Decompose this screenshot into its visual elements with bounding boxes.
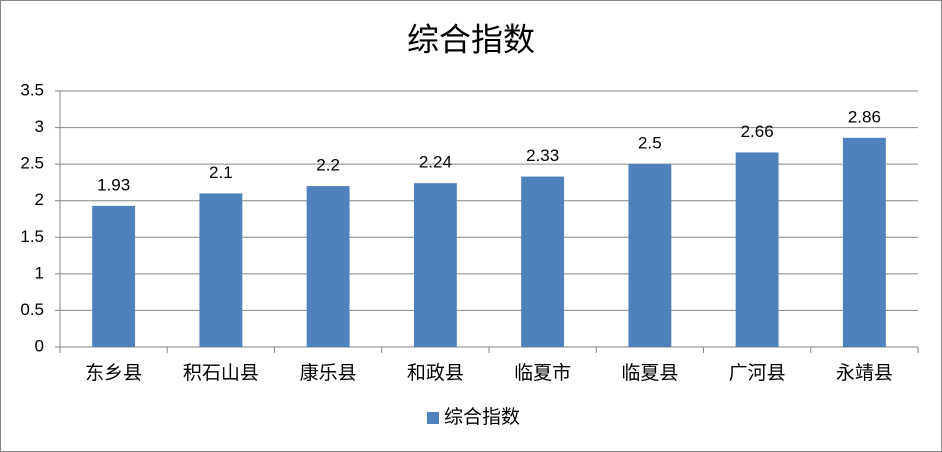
data-label: 2.66	[741, 122, 774, 141]
data-label: 2.24	[419, 153, 452, 172]
bar	[735, 152, 779, 347]
x-tick-label: 积石山县	[183, 362, 259, 384]
bar	[199, 193, 243, 347]
y-tick-label: 2	[35, 190, 44, 209]
y-tick-label: 0	[35, 336, 44, 355]
data-label: 2.2	[316, 156, 340, 175]
data-label: 2.5	[638, 134, 662, 153]
chart-title: 综合指数	[407, 21, 535, 57]
bar	[413, 183, 457, 347]
y-tick-label: 3.5	[20, 80, 44, 99]
legend-swatch	[427, 412, 439, 424]
legend-label: 综合指数	[444, 406, 520, 428]
y-tick-label: 0.5	[20, 300, 44, 319]
data-label: 1.93	[97, 175, 130, 194]
x-tick-label: 永靖县	[836, 362, 893, 384]
x-tick-label: 东乡县	[85, 362, 142, 384]
bar	[628, 164, 672, 347]
x-tick-label: 临夏县	[621, 362, 678, 384]
x-tick-label: 康乐县	[300, 362, 357, 384]
data-label: 2.33	[526, 146, 559, 165]
bar	[842, 137, 886, 347]
bar	[306, 186, 350, 347]
data-label: 2.1	[209, 163, 233, 182]
bar	[92, 205, 136, 347]
y-tick-label: 3	[35, 117, 44, 136]
y-tick-label: 2.5	[20, 154, 44, 173]
x-tick-label: 和政县	[407, 362, 464, 384]
y-tick-label: 1.5	[20, 227, 44, 246]
data-label: 2.86	[848, 107, 881, 126]
y-tick-label: 1	[35, 263, 44, 282]
x-tick-label: 广河县	[729, 362, 786, 384]
x-tick-label: 临夏市	[514, 362, 571, 384]
bar	[521, 176, 565, 347]
